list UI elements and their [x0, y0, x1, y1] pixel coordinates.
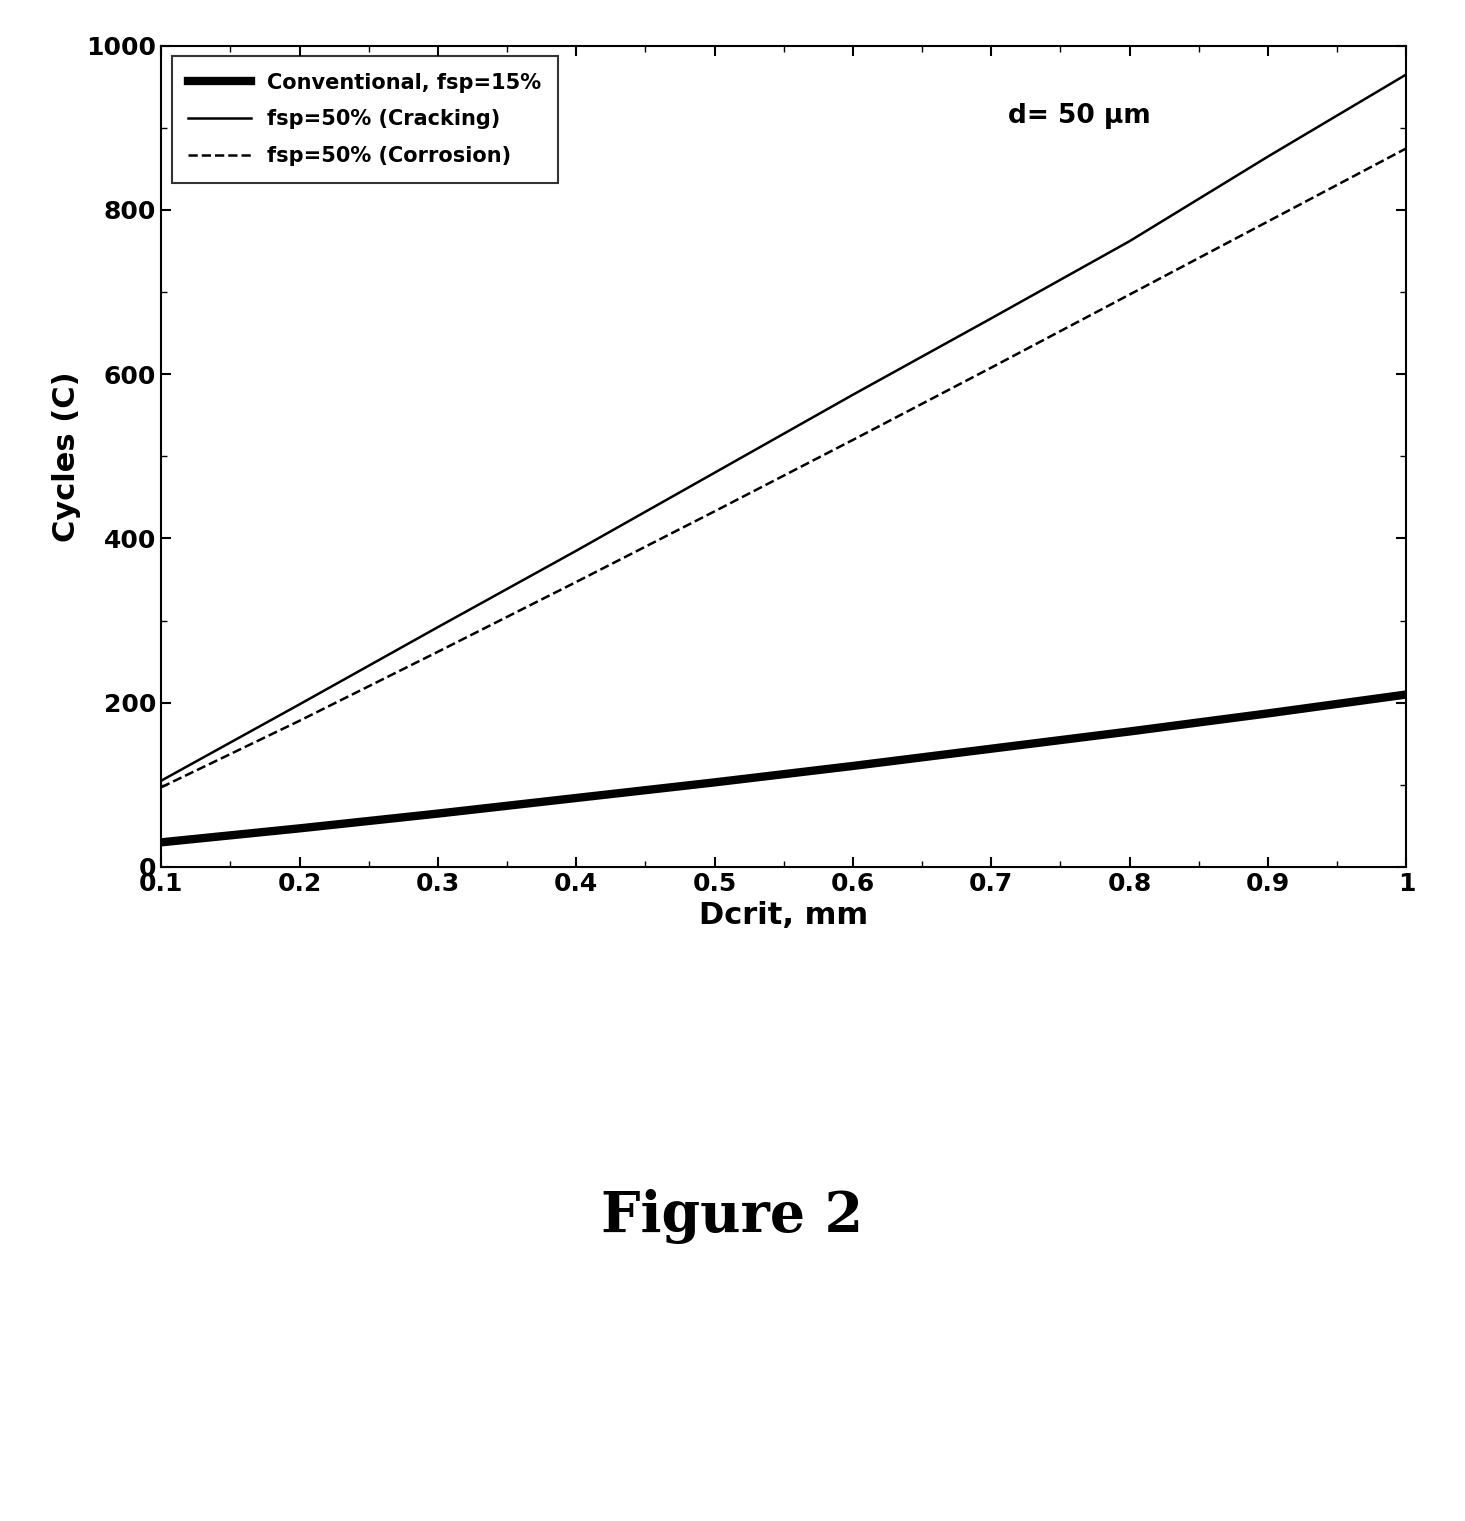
- Line: fsp=50% (Corrosion): fsp=50% (Corrosion): [161, 149, 1406, 788]
- Conventional, fsp=15%: [567, 789, 585, 808]
- fsp=50% (Cracking): [1260, 148, 1277, 166]
- fsp=50% (Cracking): [844, 386, 861, 405]
- fsp=50% (Corrosion): [1260, 213, 1277, 231]
- Legend: Conventional, fsp=15%, fsp=50% (Cracking), fsp=50% (Corrosion): Conventional, fsp=15%, fsp=50% (Cracking…: [171, 56, 558, 183]
- Text: d= 50 μm: d= 50 μm: [1008, 103, 1150, 129]
- fsp=50% (Corrosion): [1398, 140, 1415, 158]
- Conventional, fsp=15%: [1121, 722, 1138, 741]
- fsp=50% (Cracking): [290, 695, 308, 713]
- fsp=50% (Corrosion): [706, 502, 724, 520]
- Line: fsp=50% (Cracking): fsp=50% (Cracking): [161, 75, 1406, 780]
- fsp=50% (Cracking): [429, 618, 447, 636]
- fsp=50% (Cracking): [567, 541, 585, 560]
- fsp=50% (Corrosion): [567, 573, 585, 592]
- Conventional, fsp=15%: [983, 739, 1001, 757]
- fsp=50% (Corrosion): [290, 712, 308, 730]
- Conventional, fsp=15%: [706, 773, 724, 791]
- Line: Conventional, fsp=15%: Conventional, fsp=15%: [161, 695, 1406, 843]
- fsp=50% (Corrosion): [844, 430, 861, 449]
- Conventional, fsp=15%: [152, 834, 170, 852]
- fsp=50% (Cracking): [1398, 65, 1415, 84]
- fsp=50% (Corrosion): [1121, 286, 1138, 304]
- Conventional, fsp=15%: [1260, 704, 1277, 722]
- Conventional, fsp=15%: [429, 805, 447, 823]
- fsp=50% (Corrosion): [429, 643, 447, 662]
- X-axis label: Dcrit, mm: Dcrit, mm: [699, 902, 869, 931]
- Y-axis label: Cycles (C): Cycles (C): [51, 371, 81, 541]
- fsp=50% (Cracking): [1121, 233, 1138, 251]
- fsp=50% (Cracking): [706, 464, 724, 482]
- Text: Figure 2: Figure 2: [602, 1189, 863, 1244]
- fsp=50% (Corrosion): [983, 359, 1001, 377]
- fsp=50% (Corrosion): [152, 779, 170, 797]
- Conventional, fsp=15%: [844, 757, 861, 776]
- fsp=50% (Cracking): [983, 309, 1001, 327]
- Conventional, fsp=15%: [290, 820, 308, 838]
- fsp=50% (Cracking): [152, 771, 170, 789]
- Conventional, fsp=15%: [1398, 686, 1415, 704]
